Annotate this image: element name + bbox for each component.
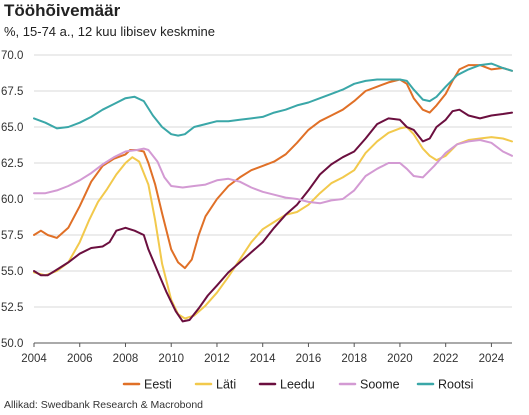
series-line-eesti <box>33 64 513 270</box>
x-tick-label: 2016 <box>296 353 322 365</box>
x-tick-label: 2008 <box>113 353 139 365</box>
grid-lines <box>34 54 512 344</box>
legend-label-soome: Soome <box>360 378 400 392</box>
y-tick-label: 70.0 <box>1 50 23 62</box>
x-tick-label: 2022 <box>433 353 459 365</box>
x-tick-label: 2010 <box>158 353 184 365</box>
y-tick-label: 57.5 <box>1 230 23 242</box>
y-tick-label: 60.0 <box>1 194 23 206</box>
x-tick-label: 2018 <box>341 353 367 365</box>
y-tick-label: 67.5 <box>1 86 23 98</box>
x-tick-label: 2006 <box>67 353 93 365</box>
x-tick-label: 2020 <box>387 353 413 365</box>
legend-label-läti: Läti <box>216 378 236 392</box>
x-axis <box>33 342 512 347</box>
series-line-rootsi <box>33 62 513 137</box>
x-tick-label: 2024 <box>479 353 505 365</box>
y-tick-label: 65.0 <box>1 122 23 134</box>
y-tick-label: 62.5 <box>1 158 23 170</box>
y-tick-label: 50.0 <box>1 338 23 350</box>
series-line-leedu <box>33 108 513 323</box>
x-tick-label: 2012 <box>204 353 230 365</box>
y-tick-label: 52.5 <box>1 302 23 314</box>
series-line-soome <box>33 139 513 205</box>
series-line-läti <box>33 126 513 320</box>
x-tick-label: 2004 <box>21 353 47 365</box>
legend-label-eesti: Eesti <box>144 378 172 392</box>
legend-label-rootsi: Rootsi <box>438 378 473 392</box>
y-axis-tick-labels: 50.0 52.5 55.0 57.5 60.0 62.5 65.0 67.5 70.0 <box>1 50 23 350</box>
legend-label-leedu: Leedu <box>280 378 315 392</box>
y-tick-label: 55.0 <box>1 266 23 278</box>
chart-subtitle: %, 15-74 a., 12 kuu libisev keskmine <box>4 24 215 39</box>
line-chart: 50.0 52.5 55.0 57.5 60.0 62.5 65.0 67.5 70.0 200… <box>1 50 513 392</box>
legend: Eesti Läti Leedu Soome Rootsi <box>122 378 473 392</box>
source-note: Allikad: Swedbank Research & Macrobond <box>4 399 204 411</box>
chart-title: Tööhõivemäär <box>4 1 121 20</box>
x-tick-label: 2014 <box>250 353 276 365</box>
x-axis-tick-labels: 2004 2006 2008 2010 2012 2014 2016 2018 2020 2022… <box>21 353 505 365</box>
series-lines <box>33 62 513 323</box>
